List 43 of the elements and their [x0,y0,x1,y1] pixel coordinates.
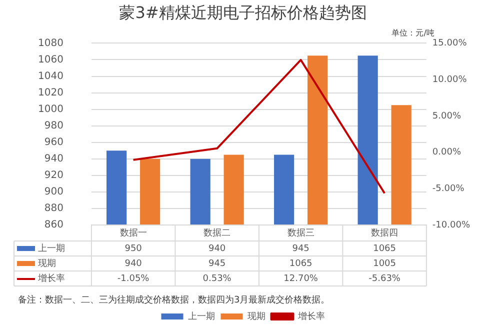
y-tick-label: 1040 [38,70,64,82]
legend-label: 上一期 [188,310,215,322]
y-tick-label: 860 [44,220,64,231]
data-label: 940 [208,244,226,254]
y-tick-label: 1060 [38,54,64,66]
x-tick-label: 数据二 [204,228,231,239]
y-tick-label: 900 [44,186,64,198]
y-tick-label: 960 [44,136,64,148]
x-tick-label: 数据三 [287,228,314,239]
y-tick-label: 1020 [38,87,64,98]
data-label: 12.70% [284,274,318,284]
data-label: 1005 [373,258,396,269]
data-label: 940 [124,258,142,269]
chart-title: 蒙3#精煤近期电子招标价格趋势图 [119,2,367,22]
text: 现期 [38,258,56,269]
data-label: 1065 [373,244,396,254]
data-label: 950 [124,244,142,254]
data-label: -1.05% [117,274,150,284]
y2-tick-label: 0.00% [432,148,462,158]
y-tick-label: 980 [44,120,64,132]
text: 增长率 [298,312,325,322]
text: 单位：元/吨 [392,28,434,38]
data-label: 0.53% [202,274,232,284]
y2-tick-label: 5.00% [432,111,462,122]
x-tick-label: 数据一 [120,228,147,239]
text: 备注：数据一、二、三为往期成交价格数据，数据四为3月最新成交价格数据。 [18,294,330,306]
data-label: 945 [292,244,310,254]
y-tick-label: 1080 [38,38,64,49]
y-tick-label: 940 [44,153,64,164]
x-tick-label: 数据四 [371,228,398,239]
data-label: 1065 [289,258,312,269]
legend-label: 现期 [247,310,266,322]
data-label: 945 [208,258,226,269]
data-label: -5.63% [368,274,401,284]
y2-tick-label: 15.00% [432,38,468,49]
y-tick-label: 1000 [38,104,64,115]
y2-tick-label: -5.00% [432,184,465,194]
y-tick-label: 920 [44,170,64,182]
y2-tick-label: -10.00% [432,220,470,230]
y2-tick-label: 10.00% [432,74,468,85]
text: 上一期 [38,244,65,254]
legend-label: 增长率 [37,272,65,284]
y-tick-label: 880 [44,203,64,214]
